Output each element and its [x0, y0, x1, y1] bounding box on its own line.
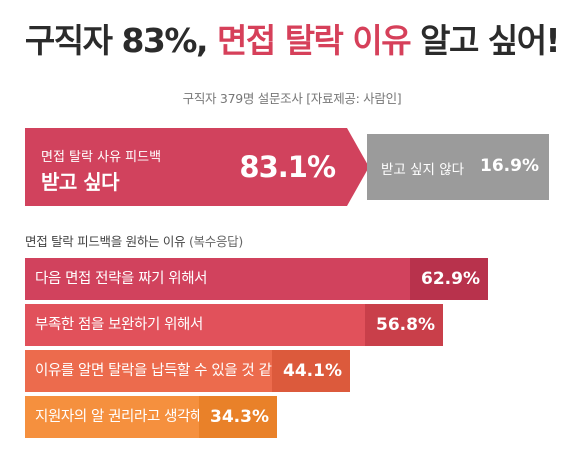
reason-bar: 다음 면접 전략을 짜기 위해서 62.9% [25, 258, 488, 300]
reason-bar: 이유를 알면 탈락을 납득할 수 있을 것 같아서 44.1% [25, 350, 350, 392]
title-part3: 알고 싶어! [420, 21, 560, 60]
feedback-preference-chart: 면접 탈락 사유 피드백 받고 싶다 83.1% 받고 싶지 않다 16.9% [25, 128, 549, 206]
reason-value-box: 34.3% [199, 396, 277, 438]
reason-value-box: 56.8% [365, 304, 443, 346]
reason-value: 44.1% [283, 361, 342, 381]
subtitle: 구직자 379명 설문조사 [자료제공: 사람인] [182, 91, 402, 106]
label-not-want-feedback: 받고 싶지 않다 [381, 162, 465, 178]
title-part2: 면접 탈락 이유 [216, 21, 412, 60]
reason-value: 56.8% [376, 315, 435, 335]
main-title: 구직자 83%, 면접 탈락 이유 알고 싶어! [0, 14, 584, 62]
label-want-feedback: 받고 싶다 [41, 170, 120, 194]
reason-bar: 지원자의 알 권리라고 생각해서 34.3% [25, 396, 277, 438]
reason-bar: 부족한 점을 보완하기 위해서 56.8% [25, 304, 443, 346]
reasons-chart-title: 면접 탈락 피드백을 원하는 이유 (복수응답) [25, 234, 243, 249]
reason-value: 62.9% [421, 269, 480, 289]
top-chart-title: 면접 탈락 사유 피드백 [41, 150, 162, 165]
value-want-feedback: 83.1% [239, 150, 335, 184]
bar-want-feedback: 면접 탈락 사유 피드백 받고 싶다 83.1% [25, 128, 369, 206]
reasons-chart-note: (복수응답) [188, 234, 243, 249]
title-part1: 구직자 83%, [24, 21, 209, 60]
bar-not-want-feedback: 받고 싶지 않다 16.9% [367, 134, 549, 200]
reason-value-box: 62.9% [410, 258, 488, 300]
reason-label: 다음 면접 전략을 짜기 위해서 [35, 271, 208, 287]
reason-label: 이유를 알면 탈락을 납득할 수 있을 것 같아서 [35, 363, 298, 379]
reason-label: 부족한 점을 보완하기 위해서 [35, 317, 203, 333]
reason-label: 지원자의 알 권리라고 생각해서 [35, 409, 216, 425]
value-not-want-feedback: 16.9% [480, 156, 539, 176]
reason-value-box: 44.1% [272, 350, 350, 392]
reason-value: 34.3% [210, 407, 269, 427]
